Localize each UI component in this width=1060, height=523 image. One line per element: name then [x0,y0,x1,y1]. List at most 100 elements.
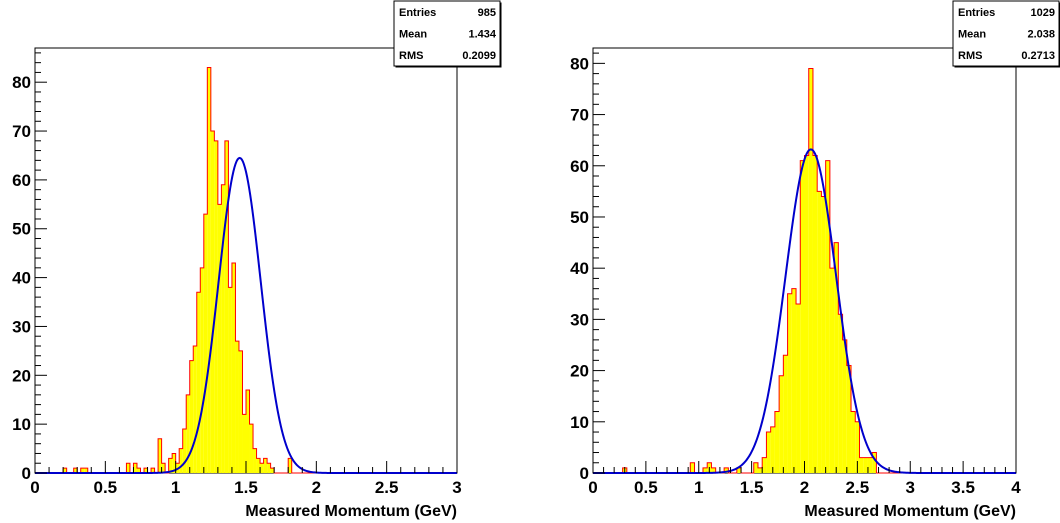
y-tick-label: 40 [570,259,589,278]
histogram-bin [126,463,130,473]
histogram-bin [736,467,742,473]
histogram-bin [263,458,268,473]
histogram-bin [791,288,797,473]
histogram-bin [203,214,208,473]
histogram-bin [800,160,805,473]
histogram-bin [235,341,239,473]
histogram-bin [796,304,801,473]
histogram-bin [690,462,695,473]
histogram-bin [242,414,246,473]
x-tick-label: 0 [588,478,597,497]
stats-value: 2.038 [1027,29,1055,41]
x-tick-label: 0 [30,478,39,497]
stats-label: RMS [399,50,423,62]
histogram-bin [196,292,201,473]
histogram-bin [288,458,292,473]
histogram-bin [825,160,830,473]
y-tick-label: 10 [570,413,589,432]
histogram-bin [207,67,211,474]
histogram-bin [224,140,229,473]
y-tick-label: 60 [12,171,31,190]
stats-box: Entries 985 Mean 1.434 RMS 0.2099 [393,0,502,68]
histogram-bin [231,262,236,473]
x-tick-label: 1 [694,478,703,497]
histogram-bin [846,365,852,473]
y-tick-label: 70 [12,122,31,141]
x-tick-label: 3 [906,478,915,497]
stats-label: Entries [958,7,995,19]
histogram-bin [766,432,771,473]
histogram-bin [182,429,187,473]
histogram-bin [808,68,813,473]
stats-label: Mean [958,29,986,41]
histogram-bin [228,287,232,473]
histogram-bin [73,468,78,473]
histogram-bin [829,268,835,473]
histogram-bin [267,463,271,473]
stats-box-frame [952,0,1060,67]
stats-value: 0.2099 [462,50,496,62]
histogram-bin [260,463,264,473]
x-tick-label: 1.5 [234,478,258,497]
histogram-bin [867,457,873,473]
histogram-bin [838,314,843,473]
y-tick-label: 30 [570,310,589,329]
histogram-bin [863,457,868,473]
histogram-bin [842,339,847,473]
stats-label: RMS [958,50,982,62]
histogram-bin [217,204,222,473]
histogram-bin [270,468,275,473]
x-axis-title: Measured Momentum (GeV) [245,503,457,520]
x-tick-label: 1 [171,478,180,497]
histogram-bin [787,293,792,473]
y-tick-label: 20 [570,362,589,381]
histogram-bin [774,411,780,473]
histogram-bin [872,452,877,473]
x-tick-label: 0.5 [634,478,658,497]
histogram-bin [200,267,204,473]
histogram-bin [702,467,708,473]
histogram-bin [821,196,826,474]
y-tick-label: 50 [570,208,589,227]
histogram-bin [144,468,148,473]
x-tick-label: 4 [1011,478,1021,497]
histogram-bin [158,438,162,473]
y-tick-label: 0 [22,464,31,483]
histogram-bin [249,424,254,473]
histogram-bin [770,426,775,473]
histogram-bin [63,468,67,473]
stats-label: Mean [399,29,427,41]
histogram-bin [834,242,839,473]
stats-value: 985 [478,7,496,19]
chart-panel-2: 0 0.5 1 1.5 2 2.5 3 3.5 401020304050607080Measur… [570,0,1060,520]
stats-label: Entries [399,7,436,19]
y-tick-label: 50 [12,220,31,239]
histogram-bin [859,457,864,473]
histogram-bin [256,458,261,473]
gaussian-fit-curve [593,148,1016,474]
histogram-bin [753,462,758,473]
histogram-bin [762,457,767,473]
histogram-bin [711,467,716,473]
x-tick-label: 3.5 [951,478,975,497]
x-tick-label: 2 [800,478,809,497]
histogram-bin [851,411,856,473]
histogram-bin [172,453,176,473]
histogram-bin [161,463,166,473]
histogram-bin [136,468,141,473]
y-tick-label: 20 [12,366,31,385]
x-tick-label: 3 [452,478,461,497]
histogram-bin [783,355,788,473]
x-axis-title: Measured Momentum (GeV) [804,503,1016,520]
histogram-outline [35,67,457,474]
y-tick-label: 80 [12,73,31,92]
histogram-bin [804,155,809,473]
y-tick-label: 60 [570,157,589,176]
histogram-bin [253,448,257,473]
x-tick-label: 2.5 [375,478,399,497]
histogram-bin [168,458,173,473]
x-tick-label: 2 [312,478,321,497]
histogram-bin [186,394,190,473]
